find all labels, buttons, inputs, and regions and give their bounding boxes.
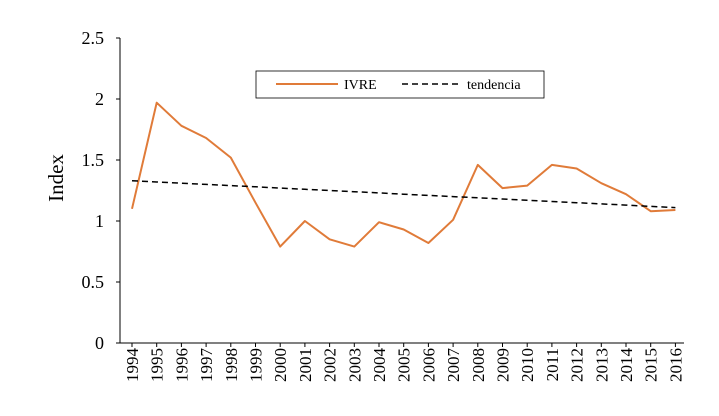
x-tick-label: 2003 [345,348,364,382]
data-point-ivre [181,125,183,127]
y-tick-label: 0 [95,333,104,353]
data-point-tendencia [601,203,603,205]
x-ticks: 1994 1995 1996 1997 1998 1999 2000 2001 2002 2003… [123,343,685,382]
legend-label-ivre: IVRE [344,78,377,93]
data-point-ivre [625,193,627,195]
data-point-tendencia [378,192,380,194]
data-point-tendencia [675,207,677,209]
data-point-ivre [502,187,504,189]
data-point-tendencia [181,182,183,184]
y-axis-label: Index [44,154,68,202]
x-tick-label: 2008 [469,348,488,382]
data-point-tendencia [452,196,454,198]
data-point-tendencia [230,185,232,187]
x-tick-label: 2016 [666,348,685,382]
data-point-tendencia [403,193,405,195]
x-tick-label: 2006 [419,348,438,382]
data-point-tendencia [304,188,306,190]
legend: IVRE tendencia [255,70,545,99]
x-tick-label: 2011 [543,348,562,381]
x-tick-label: 2014 [617,348,636,383]
data-point-ivre [304,220,306,222]
x-tick-label: 2015 [642,348,661,382]
data-point-tendencia [526,199,528,201]
y-tick-label: 1 [95,211,104,231]
data-point-tendencia [625,204,627,206]
legend-label-tendencia: tendencia [467,78,521,93]
y-tick-label: 1.5 [82,150,105,170]
data-point-tendencia [502,198,504,200]
data-point-tendencia [156,181,158,183]
data-point-ivre [477,164,479,166]
x-tick-label: 1998 [222,348,241,382]
x-tick-label: 2005 [395,348,414,382]
data-point-ivre [601,182,603,184]
data-point-tendencia [205,184,207,186]
x-tick-label: 2004 [370,348,389,383]
data-point-ivre [526,185,528,187]
data-point-ivre [255,202,257,204]
data-point-ivre [403,229,405,231]
data-point-ivre [675,209,677,211]
axes [119,38,684,344]
x-tick-label: 2000 [271,348,290,382]
y-tick-label: 0.5 [82,272,105,292]
x-tick-label: 2001 [296,348,315,382]
series-layer [131,101,677,248]
x-tick-label: 2010 [518,348,537,382]
y-tick-label: 2 [95,89,104,109]
data-point-ivre [230,157,232,159]
x-tick-label: 2009 [494,348,513,382]
series-line-ivre [131,101,676,248]
y-tick-label: 2.5 [82,28,105,48]
x-tick-label: 1996 [172,348,191,382]
x-tick-label: 2013 [592,348,611,382]
x-tick-label: 2012 [568,348,587,382]
data-point-ivre [428,242,430,244]
x-tick-label: 2002 [321,348,340,382]
data-point-tendencia [551,201,553,203]
data-point-tendencia [255,186,257,188]
data-point-tendencia [354,191,356,193]
data-point-ivre [329,239,331,241]
data-point-ivre [131,208,133,210]
x-tick-label: 2007 [444,348,463,383]
data-point-tendencia [329,190,331,192]
data-point-ivre [378,221,380,223]
data-point-tendencia [477,197,479,199]
x-tick-label: 1994 [123,348,142,383]
data-point-ivre [576,168,578,170]
data-point-ivre [452,219,454,221]
data-point-tendencia [131,180,133,182]
data-point-tendencia [279,187,281,189]
x-tick-label: 1995 [148,348,167,382]
data-point-tendencia [428,195,430,197]
data-point-ivre [551,164,553,166]
data-point-ivre [205,137,207,139]
y-ticks: 0 0.5 1 1.5 2 2.5 [82,28,120,353]
x-tick-label: 1997 [197,348,216,383]
data-point-tendencia [650,206,652,208]
series-line-tendencia [131,179,676,209]
x-tick-label: 1999 [247,348,266,382]
data-point-ivre [156,102,158,104]
data-point-ivre [279,246,281,248]
data-point-ivre [354,246,356,248]
data-point-tendencia [576,202,578,204]
data-point-ivre [650,210,652,212]
